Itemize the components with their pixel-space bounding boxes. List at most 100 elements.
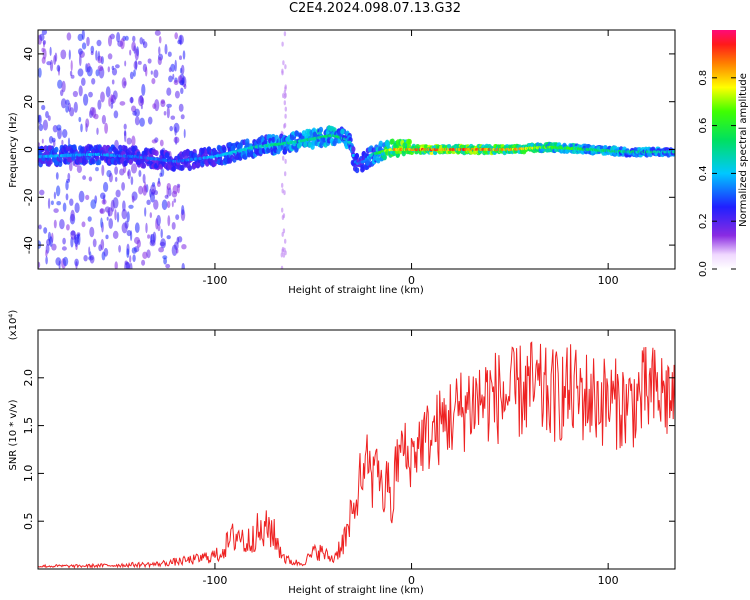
noise-blob	[181, 205, 185, 216]
noise-blob	[178, 103, 184, 112]
noise-blob	[164, 194, 169, 199]
noise-blob	[95, 167, 99, 172]
band-blob	[54, 159, 59, 166]
noise-blob	[124, 130, 127, 143]
noise-blob	[167, 187, 172, 197]
noise-blob	[134, 222, 140, 233]
noise-blob	[151, 78, 156, 85]
noise-blob	[112, 230, 119, 239]
noise-blob	[89, 254, 95, 264]
band-blob	[72, 144, 77, 151]
band-blob	[390, 138, 395, 145]
noise-blob	[153, 199, 159, 210]
band-blob	[354, 152, 360, 159]
noise-blob	[38, 224, 42, 230]
noise-blob	[283, 122, 287, 128]
noise-blob	[147, 58, 152, 64]
noise-blob	[107, 66, 111, 73]
noise-blob	[108, 172, 113, 183]
ridge-core	[347, 140, 352, 144]
noise-blob	[81, 77, 86, 87]
noise-blob	[170, 115, 176, 120]
colorbar-gradient	[712, 30, 736, 269]
noise-blob	[161, 199, 168, 211]
noise-blob	[284, 92, 287, 98]
noise-blob	[61, 246, 67, 251]
noise-blob	[131, 247, 137, 254]
noise-blob	[166, 235, 171, 240]
noise-blob	[90, 51, 94, 56]
noise-blob	[134, 116, 140, 126]
noise-blob	[73, 101, 78, 113]
spectrogram-x-axis-label: Height of straight line (km)	[288, 285, 424, 296]
noise-blob	[106, 216, 109, 221]
noise-blob	[65, 180, 69, 191]
noise-blob	[160, 100, 166, 108]
noise-blob	[168, 75, 173, 83]
noise-blob	[111, 67, 118, 76]
noise-blob	[129, 71, 134, 80]
noise-blob	[74, 258, 79, 267]
noise-blob	[182, 50, 186, 60]
band-blob	[136, 159, 141, 166]
noise-blob	[41, 30, 47, 35]
noise-blob	[68, 49, 71, 60]
noise-blob	[130, 176, 134, 186]
noise-blob	[134, 48, 139, 61]
noise-blob	[55, 185, 61, 197]
noise-blob	[283, 31, 287, 37]
spectrogram-ticks: -100 0 100 -40 -20 0 20 40	[22, 30, 675, 287]
band-blob	[407, 138, 412, 145]
noise-blob	[145, 66, 148, 77]
noise-blob	[166, 103, 172, 108]
noise-blob	[168, 67, 172, 73]
x-tick-label: 100	[598, 574, 619, 587]
noise-blob	[164, 43, 168, 55]
noise-blob	[133, 69, 136, 77]
noise-blob	[101, 199, 107, 205]
noise-blob	[38, 67, 42, 78]
noise-blob	[171, 244, 178, 256]
noise-blob	[90, 45, 95, 54]
noise-blob	[47, 115, 51, 122]
noise-blob	[38, 261, 41, 269]
noise-blob	[141, 259, 146, 266]
noise-blob	[74, 202, 80, 214]
noise-blob	[107, 53, 113, 60]
noise-blob	[103, 181, 109, 193]
noise-blob	[142, 41, 148, 49]
noise-blob	[284, 106, 287, 112]
noise-blob	[133, 60, 138, 70]
noise-blob	[131, 41, 136, 52]
noise-blob	[119, 101, 126, 106]
noise-blob	[66, 32, 72, 41]
noise-blob	[144, 207, 147, 217]
noise-blob	[166, 200, 171, 209]
noise-blob	[42, 119, 49, 131]
noise-blob	[89, 226, 95, 238]
noise-blob	[183, 128, 186, 139]
colorbar-label: Normalized spectral amplitude	[738, 73, 749, 227]
noise-blob	[118, 245, 121, 253]
noise-blob	[81, 30, 85, 40]
noise-blob	[126, 137, 132, 145]
noise-blob	[180, 87, 184, 95]
y-tick-label: 1.5	[22, 417, 35, 435]
noise-blob	[114, 209, 117, 221]
noise-blob	[165, 263, 171, 269]
band-blob	[186, 162, 191, 169]
noise-blob	[92, 238, 97, 248]
noise-blob	[158, 46, 161, 55]
noise-blob	[158, 36, 162, 44]
noise-blob	[53, 191, 57, 200]
noise-blob	[38, 142, 41, 147]
noise-blob	[145, 222, 148, 234]
noise-blob	[65, 105, 69, 113]
snr-marks	[38, 341, 675, 569]
noise-blob	[129, 262, 133, 269]
band-blob	[154, 150, 159, 157]
band-blob	[222, 146, 227, 153]
noise-blob	[55, 172, 59, 180]
colorbar-tick-label: 0.2	[698, 213, 709, 229]
noise-blob	[97, 99, 102, 110]
